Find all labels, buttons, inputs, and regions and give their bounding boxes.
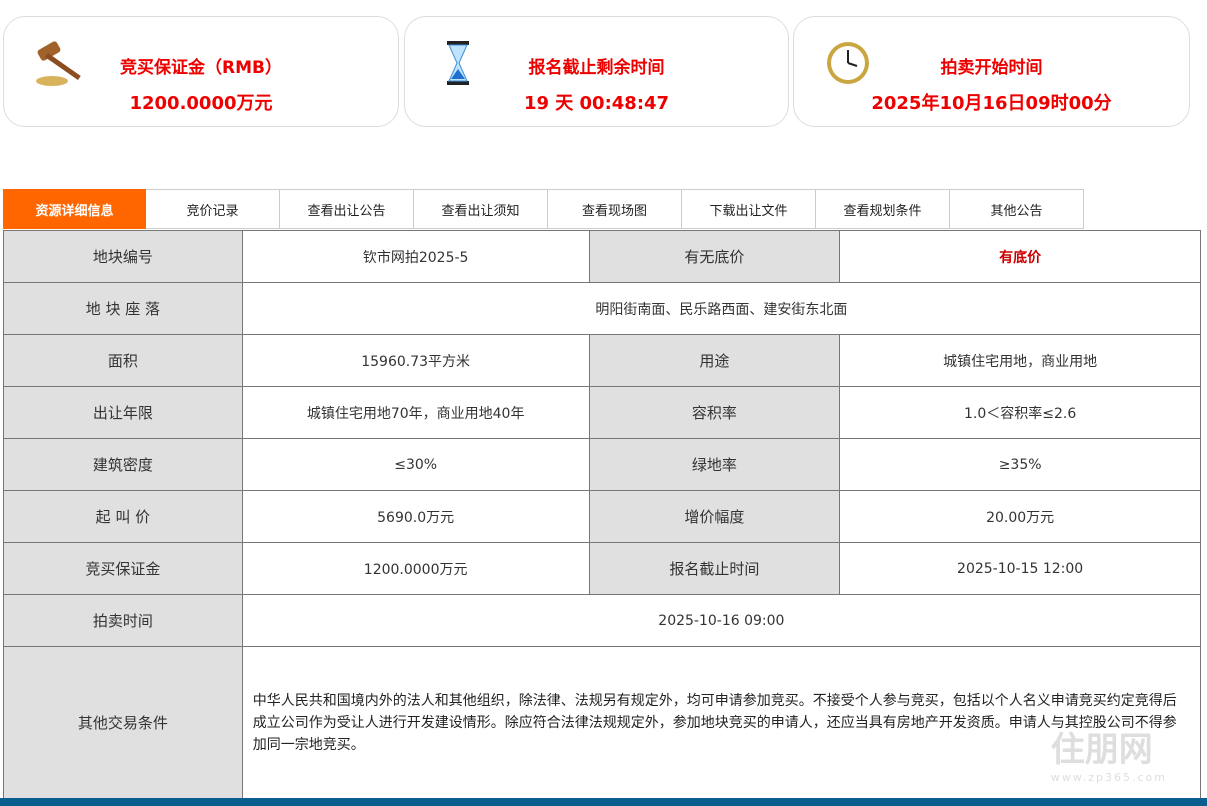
label: 竞买保证金 [3,542,243,595]
label: 面积 [3,334,243,387]
value: 钦市网拍2025-5 [241,230,590,283]
table-row: 建筑密度 ≤30% 绿地率 ≥35% [3,438,1201,491]
table-row: 地块编号 钦市网拍2025-5 有无底价 有底价 [3,230,1201,283]
value: ≤30% [241,438,590,491]
table-row: 出让年限 城镇住宅用地70年，商业用地40年 容积率 1.0＜容积率≤2.6 [3,386,1201,439]
resource-detail-table: 地块编号 钦市网拍2025-5 有无底价 有底价 地 块 座 落明阳街南面、民乐路西面… [3,230,1202,799]
card-value: 2025年10月16日09时00分 [871,93,1112,114]
label: 出让年限 [3,386,243,439]
start-time-card: 拍卖开始时间 2025年10月16日09时00分 [793,16,1190,127]
card-title: 竞买保证金（RMB） [120,58,282,78]
value: 1200.0000万元 [241,542,590,595]
table-row: 拍卖时间 2025-10-16 09:00 [3,594,1202,647]
value: 20.00万元 [839,490,1201,543]
reserve-price-value: 有底价 [839,230,1201,283]
table-row: 其他交易条件 中华人民共和国境内外的法人和其他组织，除法律、法规另有规定外，均可申… [3,646,1202,799]
watermark-logo: 住朋网 www.zp365.com [1051,722,1167,784]
label: 地 块 座 落 [3,282,243,335]
table-row: 面积 15960.73平方米 用途 城镇住宅用地，商业用地 [3,334,1201,387]
deposit-card: 竞买保证金（RMB） 1200.0000万元 [3,16,399,127]
clock-icon [827,42,869,84]
tab-other-notices[interactable]: 其他公告 [950,189,1084,229]
card-title: 报名截止剩余时间 [528,58,665,78]
hourglass-icon [447,41,469,85]
label: 地块编号 [3,230,243,283]
logo-name: 住朋网 [1050,730,1153,770]
tab-bid-records[interactable]: 竞价记录 [146,189,280,229]
value: 15960.73平方米 [241,334,590,387]
label: 拍卖时间 [3,594,243,647]
gavel-icon [36,41,81,86]
label: 用途 [588,334,841,387]
value: 城镇住宅用地70年，商业用地40年 [241,386,590,439]
label: 容积率 [588,386,841,439]
tab-download-files[interactable]: 下载出让文件 [682,189,816,229]
table-row: 起 叫 价 5690.0万元 增价幅度 20.00万元 [3,490,1201,543]
label: 有无底价 [588,230,841,283]
tab-transfer-instructions[interactable]: 查看出让须知 [414,189,548,229]
card-value: 1200.0000万元 [129,93,273,114]
label: 起 叫 价 [3,490,243,543]
value: 5690.0万元 [241,490,590,543]
tab-site-photos[interactable]: 查看现场图 [548,189,682,229]
footer-bar [0,798,1207,806]
value: 2025-10-16 09:00 [241,594,1202,647]
value: 2025-10-15 12:00 [839,542,1201,595]
label: 报名截止时间 [588,542,841,595]
card-title: 拍卖开始时间 [940,58,1043,78]
tab-transfer-notice[interactable]: 查看出让公告 [280,189,414,229]
table-row: 竞买保证金 1200.0000万元 报名截止时间 2025-10-15 12:00 [3,542,1201,595]
table-row: 地 块 座 落明阳街南面、民乐路西面、建安街东北面 [3,282,1202,335]
label: 增价幅度 [588,490,841,543]
tab-bar: 资源详细信息 竞价记录 查看出让公告 查看出让须知 查看现场图 下载出让文件 查… [3,189,1084,229]
tab-planning-conditions[interactable]: 查看规划条件 [816,189,950,229]
tab-resource-detail[interactable]: 资源详细信息 [3,189,146,229]
card-value: 19 天 00:48:47 [523,93,670,114]
logo-url: www.zp365.com [1050,771,1167,784]
label: 绿地率 [588,438,841,491]
value: 城镇住宅用地，商业用地 [839,334,1201,387]
value: 1.0＜容积率≤2.6 [839,386,1201,439]
value: 中华人民共和国境内外的法人和其他组织，除法律、法规另有规定外，均可申请参加竞买。… [241,646,1202,799]
value: 明阳街南面、民乐路西面、建安街东北面 [241,282,1202,335]
label: 其他交易条件 [3,646,243,799]
value: ≥35% [839,438,1201,491]
deadline-card: 报名截止剩余时间 19 天 00:48:47 [404,16,789,127]
label: 建筑密度 [3,438,243,491]
